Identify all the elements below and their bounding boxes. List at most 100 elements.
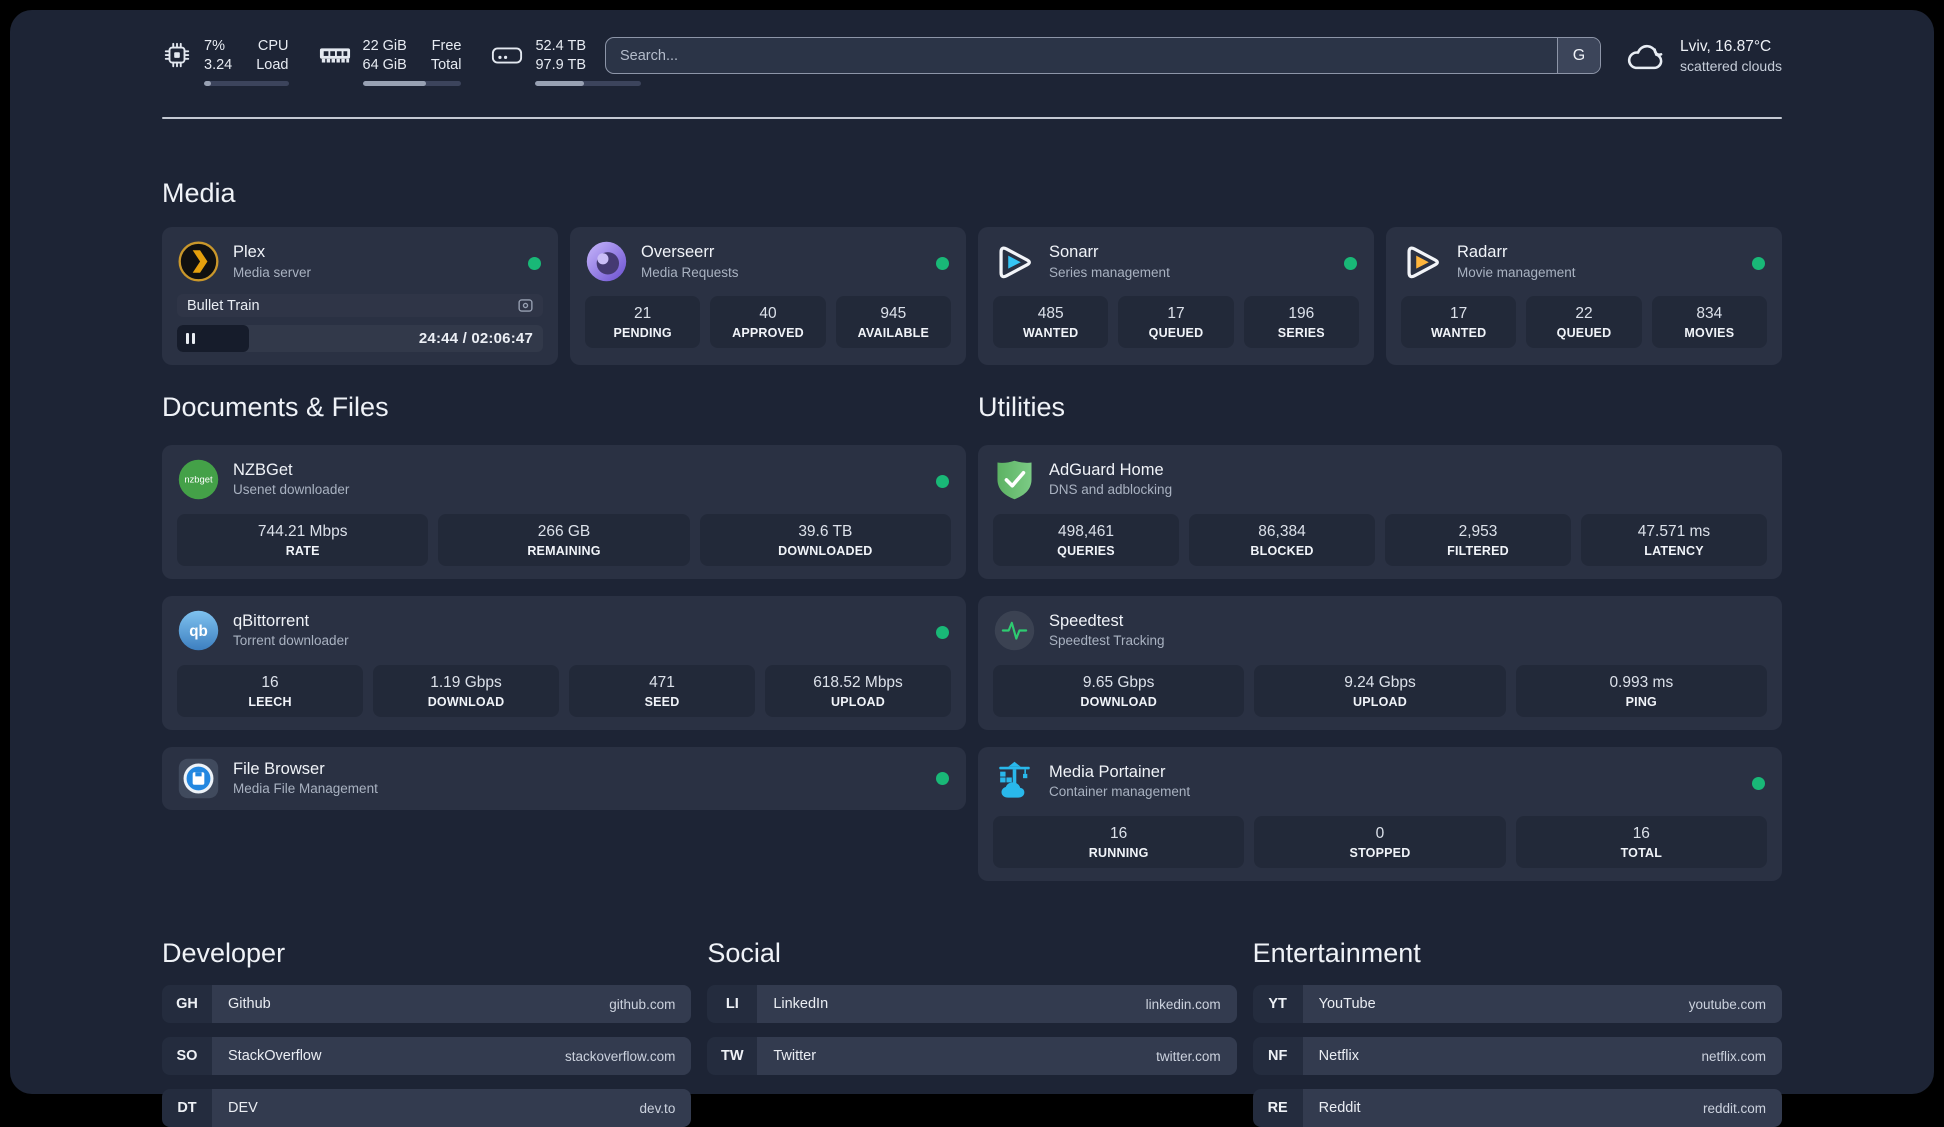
stat-tile: 21 PENDING (585, 296, 700, 348)
stat-tile: 47.571 ms LATENCY (1581, 514, 1767, 566)
stat-tile: 16 RUNNING (993, 816, 1244, 868)
adguard-subtitle: DNS and adblocking (1049, 482, 1172, 499)
plex-progress-bar: 24:44 / 02:06:47 (177, 325, 543, 352)
stat-tile: 945 AVAILABLE (836, 296, 951, 348)
bookmark-name: StackOverflow (228, 1048, 321, 1064)
bookmark-url: dev.to (640, 1101, 676, 1116)
overseerr-title: Overseerr (641, 242, 739, 263)
section-title-developer: Developer (162, 937, 691, 969)
bookmark-youtube[interactable]: YT YouTube youtube.com (1253, 985, 1782, 1023)
memory-values: 22 GiB 64 GiB (363, 37, 407, 75)
nzbget-card[interactable]: nzbget NZBGet Usenet downloader 744.21 M… (162, 445, 966, 579)
ram-icon (319, 40, 351, 70)
cpu-progress-bar (204, 81, 289, 86)
bookmark-stackoverflow[interactable]: SO StackOverflow stackoverflow.com (162, 1037, 691, 1075)
bookmark-url: twitter.com (1156, 1049, 1221, 1064)
stat-tile: 744.21 Mbps RATE (177, 514, 428, 566)
adguard-icon (993, 458, 1036, 501)
memory-progress-bar (363, 81, 462, 86)
stat-tile: 471 SEED (569, 665, 755, 717)
stat-tile: 16 LEECH (177, 665, 363, 717)
bookmark-tag: GH (162, 985, 212, 1023)
plex-card[interactable]: Plex Media server Bullet Train 24:44 / 0… (162, 227, 558, 365)
cloud-icon (1623, 38, 1667, 74)
now-playing-time: 24:44 / 02:06:47 (419, 330, 533, 347)
bookmark-tag: SO (162, 1037, 212, 1075)
bookmark-tag: YT (1253, 985, 1303, 1023)
speedtest-card[interactable]: Speedtest Speedtest Tracking 9.65 Gbps D… (978, 596, 1782, 730)
bookmark-url: reddit.com (1703, 1101, 1766, 1116)
search-engine-button[interactable]: G (1557, 38, 1600, 73)
qbittorrent-title: qBittorrent (233, 611, 349, 632)
disk-values: 52.4 TB 97.9 TB (535, 37, 586, 75)
radarr-card[interactable]: Radarr Movie management 17 WANTED 22 QUE… (1386, 227, 1782, 365)
portainer-title: Media Portainer (1049, 762, 1190, 783)
qbittorrent-card[interactable]: qb qBittorrent Torrent downloader 16 LEE… (162, 596, 966, 730)
stat-tile: 834 MOVIES (1652, 296, 1767, 348)
bookmark-tag: RE (1253, 1089, 1303, 1127)
bookmark-dev[interactable]: DT DEV dev.to (162, 1089, 691, 1127)
top-bar: 7% 3.24 CPU Load (162, 10, 1782, 97)
filebrowser-card[interactable]: File Browser Media File Management (162, 747, 966, 810)
stat-tile: 16 TOTAL (1516, 816, 1767, 868)
bookmark-linkedin[interactable]: LI LinkedIn linkedin.com (707, 985, 1236, 1023)
filebrowser-subtitle: Media File Management (233, 781, 378, 798)
stat-tile: 9.24 Gbps UPLOAD (1254, 665, 1505, 717)
bookmark-name: Github (228, 996, 271, 1012)
radarr-icon (1401, 240, 1444, 283)
cpu-stat: 7% 3.24 CPU Load (162, 37, 289, 86)
dashboard: 7% 3.24 CPU Load (10, 10, 1934, 1094)
memory-labels: Free Total (431, 37, 462, 75)
nzbget-icon: nzbget (177, 458, 220, 501)
filebrowser-title: File Browser (233, 759, 378, 780)
search-input[interactable] (606, 38, 1557, 73)
section-title-utilities: Utilities (978, 391, 1782, 423)
cpu-values: 7% 3.24 (204, 37, 232, 75)
sonarr-card[interactable]: Sonarr Series management 485 WANTED 17 Q… (978, 227, 1374, 365)
speedtest-subtitle: Speedtest Tracking (1049, 633, 1165, 650)
stat-tile: 498,461 QUERIES (993, 514, 1179, 566)
nzbget-subtitle: Usenet downloader (233, 482, 349, 499)
stat-tile: 17 WANTED (1401, 296, 1516, 348)
section-title-entertainment: Entertainment (1253, 937, 1782, 969)
stat-tile: 1.19 Gbps DOWNLOAD (373, 665, 559, 717)
weather-widget: Lviv, 16.87°C scattered clouds (1623, 37, 1782, 75)
radarr-title: Radarr (1457, 242, 1576, 263)
bookmark-tag: LI (707, 985, 757, 1023)
stat-tile: 9.65 Gbps DOWNLOAD (993, 665, 1244, 717)
stat-tile: 17 QUEUED (1118, 296, 1233, 348)
qbittorrent-status-dot (936, 626, 949, 639)
nzbget-title: NZBGet (233, 460, 349, 481)
stat-tile: 196 SERIES (1244, 296, 1359, 348)
adguard-card[interactable]: AdGuard Home DNS and adblocking 498,461 … (978, 445, 1782, 579)
section-title-media: Media (162, 177, 1782, 209)
filebrowser-status-dot (936, 772, 949, 785)
bookmark-github[interactable]: GH Github github.com (162, 985, 691, 1023)
overseerr-icon (585, 240, 628, 283)
qbittorrent-subtitle: Torrent downloader (233, 633, 349, 650)
svg-text:nzbget: nzbget (184, 473, 213, 484)
overseerr-card[interactable]: Overseerr Media Requests 21 PENDING 40 A… (570, 227, 966, 365)
bookmark-reddit[interactable]: RE Reddit reddit.com (1253, 1089, 1782, 1127)
stat-tile: 266 GB REMAINING (438, 514, 689, 566)
portainer-card[interactable]: Media Portainer Container management 16 … (978, 747, 1782, 881)
portainer-status-dot (1752, 777, 1765, 790)
portainer-icon (993, 760, 1036, 803)
bookmark-url: stackoverflow.com (565, 1049, 675, 1064)
bookmark-tag: NF (1253, 1037, 1303, 1075)
search-bar: G (605, 37, 1601, 74)
bookmark-name: DEV (228, 1100, 258, 1116)
stat-tile: 2,953 FILTERED (1385, 514, 1571, 566)
bookmark-url: youtube.com (1689, 997, 1766, 1012)
bookmark-name: Reddit (1319, 1100, 1361, 1116)
pause-button[interactable] (186, 333, 195, 344)
bookmark-netflix[interactable]: NF Netflix netflix.com (1253, 1037, 1782, 1075)
sonarr-title: Sonarr (1049, 242, 1170, 263)
bookmark-twitter[interactable]: TW Twitter twitter.com (707, 1037, 1236, 1075)
disk-icon (491, 40, 523, 70)
radarr-subtitle: Movie management (1457, 265, 1576, 282)
plex-icon (177, 240, 220, 283)
qbittorrent-icon: qb (177, 609, 220, 652)
filebrowser-icon (177, 757, 220, 800)
plex-subtitle: Media server (233, 265, 311, 282)
